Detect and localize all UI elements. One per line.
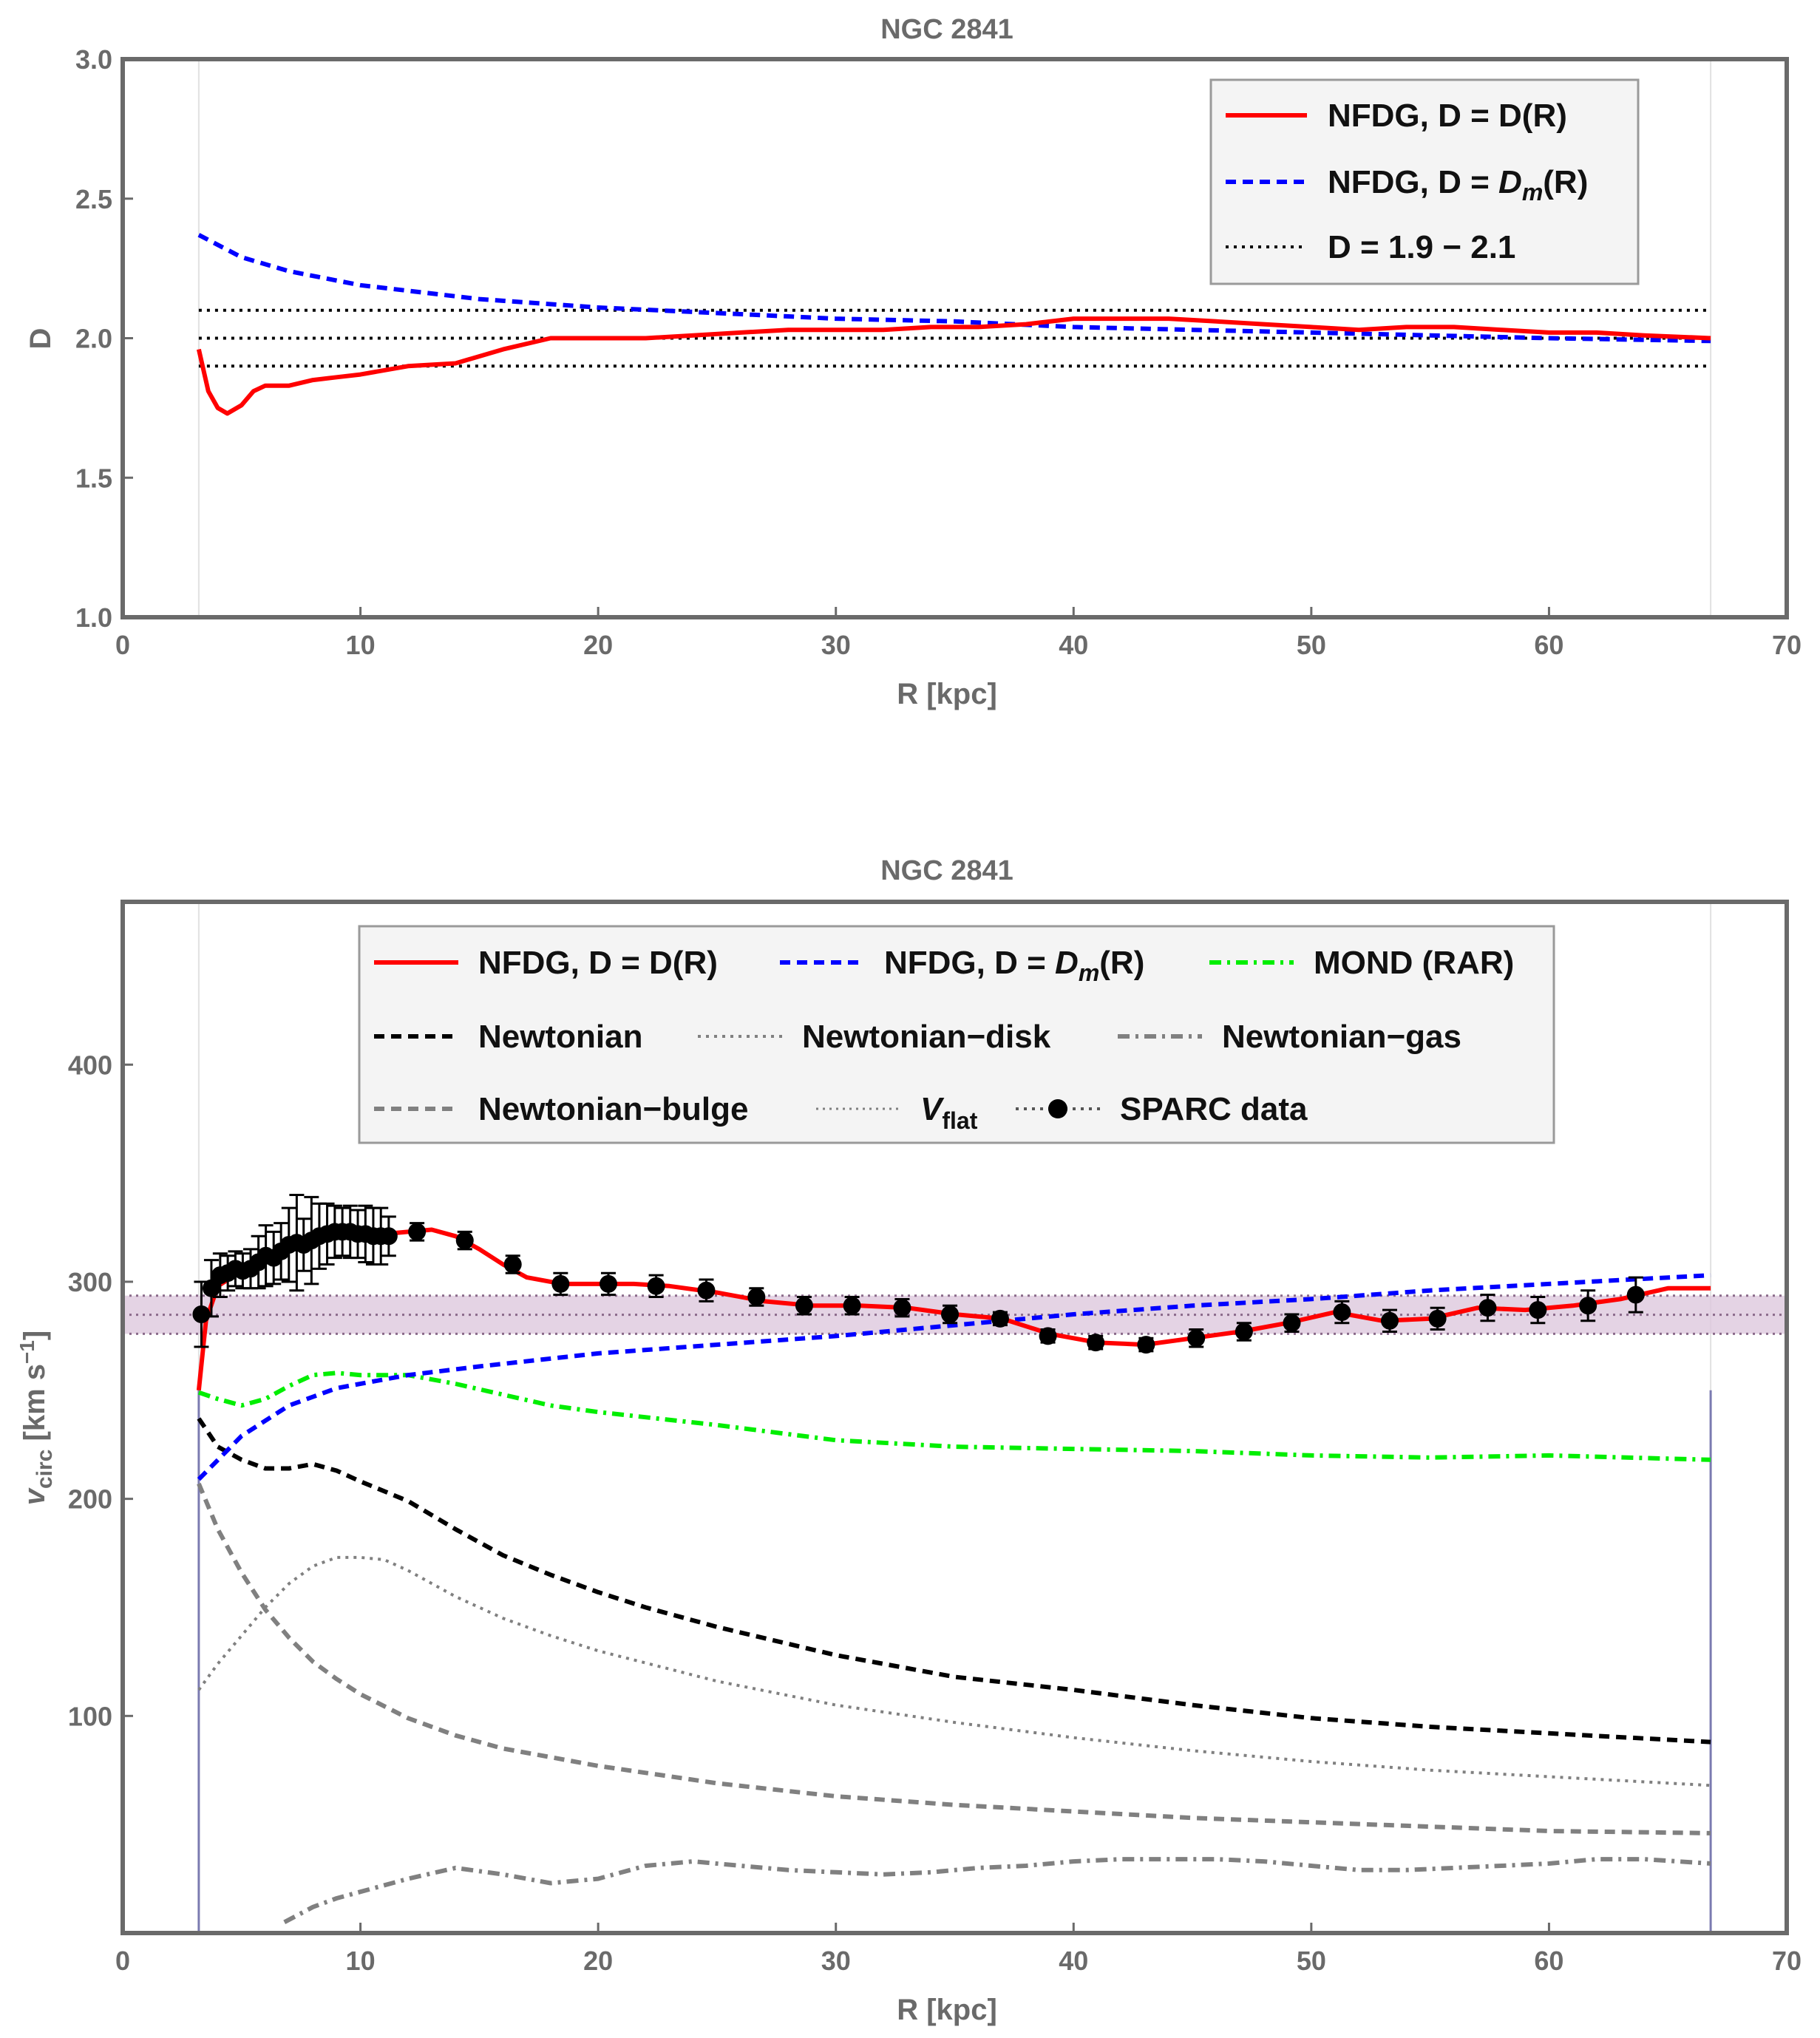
- vcirc-chart-plot-area: [123, 902, 1787, 1933]
- d-chart-plot-area: [196, 59, 1712, 617]
- sparc-data-point: [1087, 1334, 1105, 1352]
- legend2-label-nfdg-dm: NFDG, D = Dm(R): [884, 945, 1144, 986]
- sparc-data-point: [1137, 1336, 1155, 1354]
- d-chart-y-tick-label: 2.5: [75, 184, 112, 214]
- legend2-label-newtonian-bulge: Newtonian−bulge: [478, 1091, 748, 1127]
- sparc-data-point: [1428, 1309, 1447, 1328]
- d-chart-title: NGC 2841: [880, 14, 1013, 45]
- vcirc-chart-title: NGC 2841: [880, 855, 1013, 886]
- legend-label-d-range: D = 1.9 − 2.1: [1328, 229, 1515, 265]
- legend2-label-vflat: Vflat: [920, 1091, 978, 1134]
- vcirc-chart-x-axis-label: R [kpc]: [897, 1994, 997, 2026]
- sparc-data-point: [697, 1281, 716, 1300]
- d-chart-x-tick-label: 50: [1297, 630, 1326, 660]
- vcirc-chart-legend-box: [358, 925, 1555, 1144]
- d-chart-x-tick-label: 0: [115, 630, 130, 660]
- vcirc-chart-y-tick-label: 200: [68, 1484, 112, 1515]
- vcirc-chart-series-newtonian-bulge: [197, 1482, 1711, 1835]
- sparc-data-point: [503, 1255, 522, 1274]
- vcirc-chart-x-tick-label: 20: [583, 1946, 613, 1976]
- sparc-data-point: [893, 1299, 911, 1317]
- legend2-label-nfdg-dr: NFDG, D = D(R): [478, 945, 718, 981]
- sparc-data-point: [747, 1288, 766, 1306]
- vcirc-chart-legend: NFDG, D = D(R) NFDG, D = Dm(R) MOND (RAR…: [358, 925, 1555, 1144]
- sparc-data-point: [647, 1277, 665, 1295]
- vcirc-chart-x-tick-label: 70: [1772, 1946, 1802, 1976]
- d-chart-y-tick-label: 3.0: [75, 44, 112, 75]
- sparc-data-point: [599, 1274, 617, 1293]
- sparc-data-point: [1333, 1303, 1351, 1322]
- legend2-label-sparc: SPARC data: [1120, 1091, 1308, 1127]
- vcirc-chart-series-newtonian-gas: [283, 1857, 1711, 1924]
- sparc-data-point: [379, 1227, 398, 1246]
- vcirc-chart-y-tick-label: 400: [68, 1050, 112, 1080]
- d-chart-y-tick-label: 2.0: [75, 324, 112, 354]
- vcirc-chart-series-nfdg-d-d-m-r: [197, 1273, 1711, 1481]
- vcirc-chart-x-tick-label: 50: [1297, 1946, 1326, 1976]
- vcirc-chart-y-tick-label: 300: [68, 1267, 112, 1297]
- vcirc-chart-x-tick-label: 40: [1059, 1946, 1088, 1976]
- d-chart-legend: NFDG, D = D(R) NFDG, D = Dm(R) D = 1.9 −…: [1209, 78, 1640, 285]
- sparc-data-point: [843, 1297, 861, 1315]
- legend2-label-mond: MOND (RAR): [1314, 945, 1514, 981]
- d-chart-x-tick-label: 70: [1772, 630, 1802, 660]
- vcirc-chart-y-axis-label: vcirc [km s−1]: [16, 1331, 57, 1506]
- sparc-data-point: [1380, 1311, 1399, 1330]
- legend2-swatch-sparc-marker: [1048, 1099, 1067, 1118]
- sparc-data-point: [1579, 1297, 1597, 1315]
- sparc-data-point: [202, 1279, 220, 1297]
- d-chart-x-tick-label: 30: [821, 630, 851, 660]
- vcirc-chart-series-newtonian: [197, 1417, 1711, 1745]
- d-chart-y-axis-label: D: [24, 328, 57, 350]
- sparc-data-point: [795, 1297, 813, 1315]
- vcirc-chart-x-tick-label: 10: [346, 1946, 376, 1976]
- legend-label-nfdg-dr: NFDG, D = D(R): [1328, 98, 1567, 134]
- legend2-label-newtonian: Newtonian: [478, 1019, 642, 1055]
- sparc-data-point: [1235, 1322, 1253, 1341]
- d-chart-series-nfdg-d-d-r: [196, 316, 1711, 416]
- d-chart-x-tick-label: 40: [1059, 630, 1088, 660]
- vcirc-chart-frame: [120, 900, 1789, 1935]
- sparc-data-point: [991, 1309, 1009, 1328]
- vcirc-chart-x-tick-label: 60: [1534, 1946, 1563, 1976]
- vcirc-chart-x-tick-label: 0: [115, 1946, 130, 1976]
- sparc-data-point: [408, 1223, 427, 1241]
- sparc-data-point: [192, 1305, 211, 1323]
- vcirc-chart-series-mond-rar: [197, 1370, 1711, 1462]
- d-chart-axes: 0 10 20 30 40 50 60 70 1.0 1.5 2.0 2.5 3.0: [75, 44, 1802, 660]
- sparc-data-point: [455, 1232, 474, 1250]
- sparc-data-point: [1187, 1329, 1206, 1348]
- vcirc-chart-y-tick-label: 100: [68, 1701, 112, 1731]
- d-chart-y-tick-label: 1.0: [75, 602, 112, 633]
- d-chart-y-tick-label: 1.5: [75, 463, 112, 493]
- d-chart-x-tick-label: 20: [583, 630, 613, 660]
- sparc-data-point: [941, 1305, 960, 1323]
- sparc-data-point: [1039, 1327, 1057, 1345]
- legend2-label-newtonian-disk: Newtonian−disk: [802, 1019, 1051, 1055]
- legend-label-nfdg-dm: NFDG, D = Dm(R): [1328, 164, 1588, 206]
- d-chart-x-axis-label: R [kpc]: [897, 678, 997, 710]
- vcirc-chart: NGC 2841 0 10 20 30 40 50 60 70 100 200 300 400 R […: [16, 855, 1802, 2026]
- sparc-data-point: [1283, 1314, 1301, 1332]
- d-chart-series-nfdg-d-d-m-r: [197, 233, 1711, 344]
- sparc-data-point: [1626, 1285, 1645, 1304]
- vcirc-chart-axes: 0 10 20 30 40 50 60 70 100 200 300 400: [68, 1050, 1802, 1976]
- sparc-data-point: [551, 1274, 570, 1293]
- sparc-data-point: [1529, 1301, 1547, 1319]
- d-chart-x-tick-label: 10: [346, 630, 376, 660]
- d-chart: NGC 2841 0 10 20 30 40 50 60 701.01.52.02.53.0 …: [24, 14, 1802, 710]
- legend2-label-newtonian-gas: Newtonian−gas: [1222, 1019, 1461, 1055]
- vcirc-chart-series-newtonian-disk: [197, 1555, 1711, 1787]
- d-chart-x-tick-label: 60: [1534, 630, 1563, 660]
- sparc-data-point: [1478, 1299, 1497, 1317]
- vcirc-chart-x-tick-label: 30: [821, 1946, 851, 1976]
